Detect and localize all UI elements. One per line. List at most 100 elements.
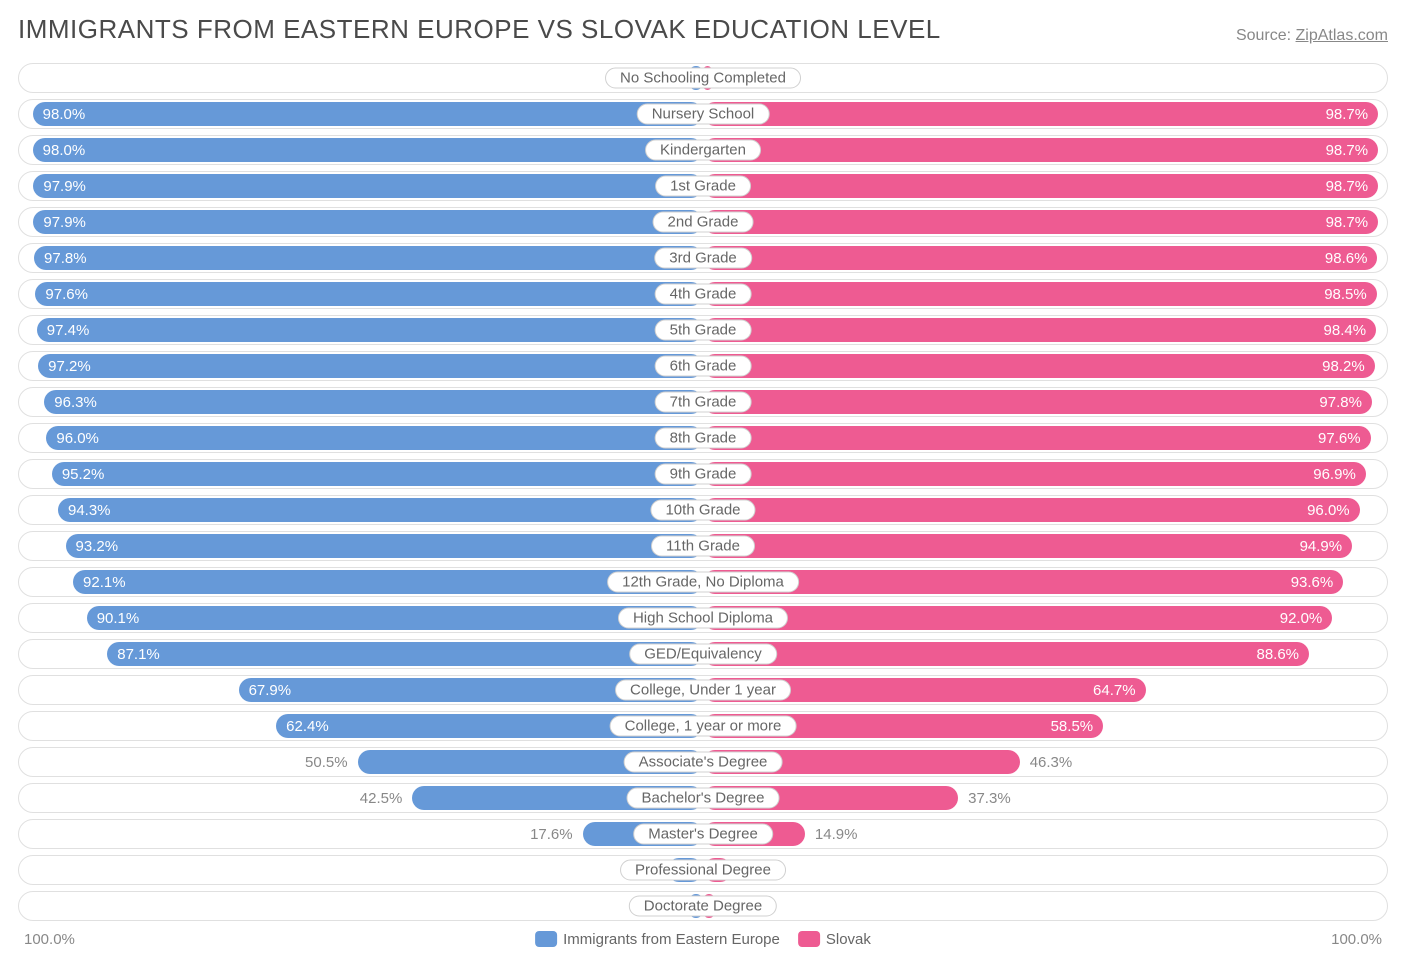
value-left: 98.0% <box>33 136 96 164</box>
category-label: 3rd Grade <box>654 248 752 269</box>
header: IMMIGRANTS FROM EASTERN EUROPE VS SLOVAK… <box>18 14 1388 45</box>
value-left: 50.5% <box>295 748 358 776</box>
legend-label-right: Slovak <box>826 931 871 948</box>
category-label: College, Under 1 year <box>615 680 791 701</box>
bar-right <box>703 246 1377 270</box>
value-right: 98.7% <box>1316 208 1379 236</box>
value-right: 64.7% <box>1083 676 1146 704</box>
bar-row: 42.5%37.3%Bachelor's Degree <box>18 783 1388 813</box>
bar-right <box>703 534 1352 558</box>
bar-left <box>37 318 703 342</box>
legend-swatch-left <box>535 931 557 947</box>
bar-right <box>703 102 1378 126</box>
value-right: 98.7% <box>1316 172 1379 200</box>
category-label: Professional Degree <box>620 860 786 881</box>
bar-row: 97.6% 98.5% 4th Grade <box>18 279 1388 309</box>
value-right: 97.6% <box>1308 424 1371 452</box>
bar-row: 98.0%98.7%Nursery School <box>18 99 1388 129</box>
value-right: 93.6% <box>1281 568 1344 596</box>
bar-right <box>703 282 1377 306</box>
value-right: 98.5% <box>1314 280 1377 308</box>
bar-row: 96.0%97.6%8th Grade <box>18 423 1388 453</box>
category-label: 6th Grade <box>655 356 752 377</box>
category-label: 2nd Grade <box>653 212 754 233</box>
value-left: 97.9% <box>33 172 96 200</box>
bar-row: 95.2%96.9%9th Grade <box>18 459 1388 489</box>
bar-right <box>703 462 1366 486</box>
legend-item-left: Immigrants from Eastern Europe <box>535 931 780 948</box>
value-right: 58.5% <box>1041 712 1104 740</box>
category-label: High School Diploma <box>618 608 788 629</box>
value-right: 98.7% <box>1316 136 1379 164</box>
bar-left <box>52 462 703 486</box>
value-right: 46.3% <box>1020 748 1083 776</box>
value-right: 14.9% <box>805 820 868 848</box>
category-label: Associate's Degree <box>624 752 783 773</box>
bar-left <box>33 174 703 198</box>
legend: Immigrants from Eastern Europe Slovak <box>535 931 871 948</box>
value-right: 88.6% <box>1246 640 1309 668</box>
value-left: 93.2% <box>66 532 129 560</box>
value-right: 96.9% <box>1303 460 1366 488</box>
bar-row: 2.0%1.3%No Schooling Completed <box>18 63 1388 93</box>
bar-right <box>703 642 1309 666</box>
value-right: 98.6% <box>1315 244 1378 272</box>
chart-footer: 100.0% Immigrants from Eastern Europe Sl… <box>18 927 1388 951</box>
bar-left <box>33 210 703 234</box>
category-label: Doctorate Degree <box>629 896 777 917</box>
category-label: Master's Degree <box>633 824 773 845</box>
legend-label-left: Immigrants from Eastern Europe <box>563 931 780 948</box>
source-prefix: Source: <box>1236 27 1296 44</box>
category-label: Kindergarten <box>645 140 761 161</box>
value-left: 97.6% <box>35 280 98 308</box>
value-right: 98.4% <box>1314 316 1377 344</box>
bar-row: 97.2%98.2%6th Grade <box>18 351 1388 381</box>
bar-row: 92.1%93.6%12th Grade, No Diploma <box>18 567 1388 597</box>
bar-row: 5.2%4.3%Professional Degree <box>18 855 1388 885</box>
value-left: 94.3% <box>58 496 121 524</box>
legend-item-right: Slovak <box>798 931 871 948</box>
bar-left <box>46 426 703 450</box>
category-label: 11th Grade <box>651 536 755 557</box>
bar-row: 17.6%14.9%Master's Degree <box>18 819 1388 849</box>
bar-right <box>703 318 1376 342</box>
bar-right <box>703 138 1378 162</box>
category-label: 7th Grade <box>655 392 752 413</box>
bar-left <box>33 138 703 162</box>
bar-row: 2.1%1.8%Doctorate Degree <box>18 891 1388 921</box>
bar-row: 97.8%98.6%3rd Grade <box>18 243 1388 273</box>
bar-right <box>703 426 1371 450</box>
diverging-bar-chart: 2.0%1.3%No Schooling Completed98.0%98.7%… <box>18 63 1388 921</box>
category-label: 12th Grade, No Diploma <box>607 572 799 593</box>
bar-right <box>703 174 1378 198</box>
bar-left <box>33 102 703 126</box>
bar-row: 67.9%64.7%College, Under 1 year <box>18 675 1388 705</box>
value-right: 92.0% <box>1270 604 1333 632</box>
bar-right <box>703 390 1372 414</box>
value-right: 37.3% <box>958 784 1021 812</box>
value-right: 98.2% <box>1312 352 1375 380</box>
category-label: Bachelor's Degree <box>627 788 780 809</box>
bar-row: 87.1% 88.6% GED/Equivalency <box>18 639 1388 669</box>
category-label: GED/Equivalency <box>629 644 777 665</box>
value-left: 97.4% <box>37 316 100 344</box>
bar-row: 62.4%58.5%College, 1 year or more <box>18 711 1388 741</box>
bar-left <box>44 390 703 414</box>
value-left: 87.1% <box>107 640 170 668</box>
value-right: 97.8% <box>1309 388 1372 416</box>
bar-left <box>34 246 703 270</box>
category-label: 9th Grade <box>655 464 752 485</box>
bar-left <box>107 642 703 666</box>
bar-row: 97.9% 98.7% 2nd Grade <box>18 207 1388 237</box>
bar-left <box>58 498 703 522</box>
bar-row: 96.3%97.8%7th Grade <box>18 387 1388 417</box>
value-left: 97.9% <box>33 208 96 236</box>
source-link[interactable]: ZipAtlas.com <box>1296 27 1388 44</box>
legend-swatch-right <box>798 931 820 947</box>
bar-row: 90.1%92.0%High School Diploma <box>18 603 1388 633</box>
bar-row: 93.2%94.9%11th Grade <box>18 531 1388 561</box>
bar-row: 50.5% 46.3% Associate's Degree <box>18 747 1388 777</box>
bar-left <box>66 534 703 558</box>
category-label: 10th Grade <box>650 500 755 521</box>
category-label: 4th Grade <box>655 284 752 305</box>
